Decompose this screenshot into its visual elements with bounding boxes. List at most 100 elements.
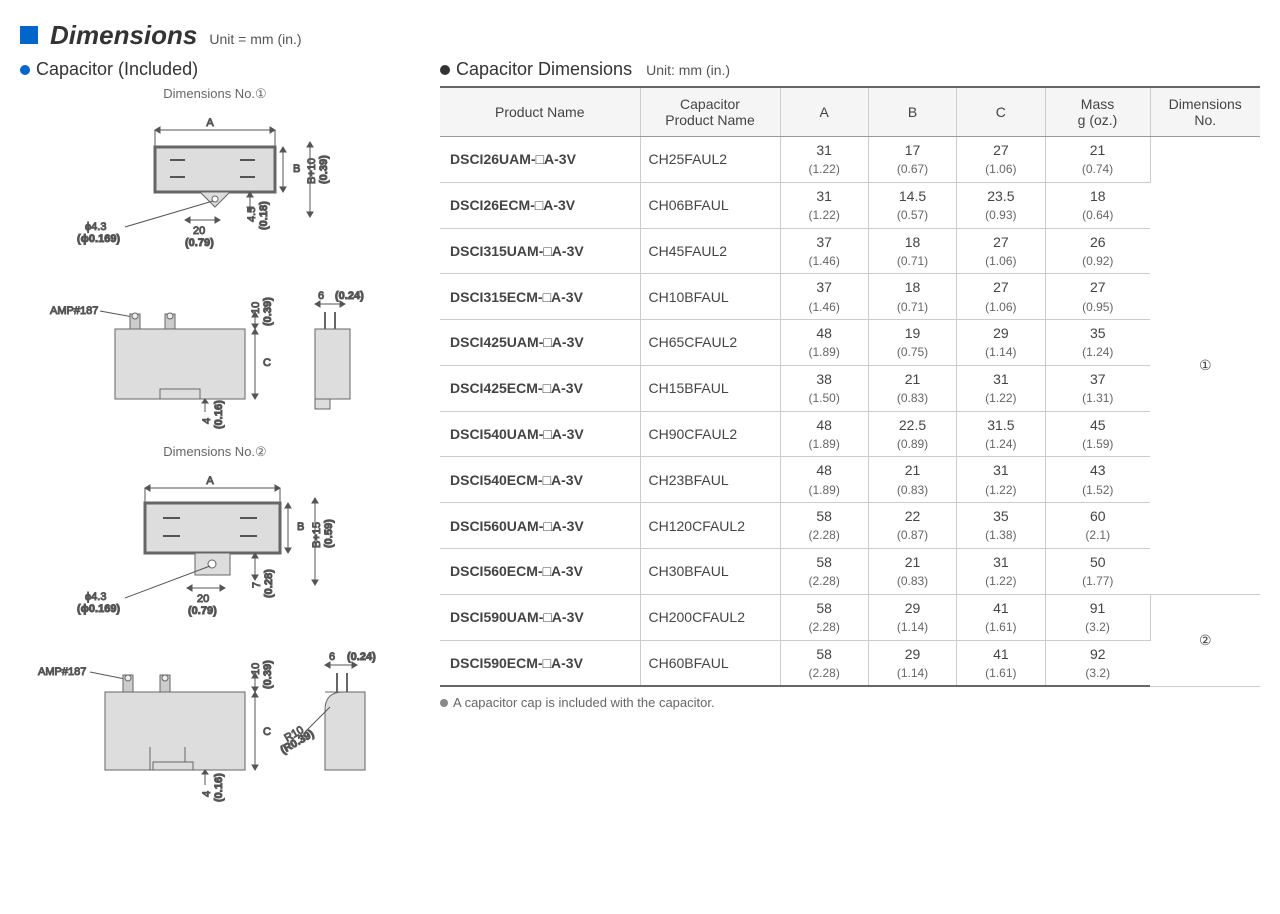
table-cell: 14.5(0.57) [868,182,956,228]
content-row: Capacitor (Included) Dimensions No.① A B [20,59,1260,813]
capacitor-title: Capacitor (Included) [36,59,198,80]
svg-text:B: B [297,521,304,533]
svg-text:7: 7 [251,582,263,588]
table-cell: CH30BFAUL [640,549,780,595]
dim-number-cell: ① [1150,137,1260,595]
table-col-header: A [780,87,868,137]
table-cell: DSCI560UAM-□A-3V [440,503,640,549]
table-cell: 45(1.59) [1045,411,1150,457]
table-cell: 31(1.22) [957,457,1045,503]
svg-text:(0.24): (0.24) [335,290,364,302]
svg-text:(0.16): (0.16) [213,773,225,802]
table-col-header: DimensionsNo. [1150,87,1260,137]
table-cell: CH25FAUL2 [640,137,780,183]
table-row: DSCI315ECM-□A-3VCH10BFAUL37(1.46)18(0.71… [440,274,1260,320]
table-cell: 35(1.38) [957,503,1045,549]
table-row: DSCI425UAM-□A-3VCH65CFAUL248(1.89)19(0.7… [440,320,1260,366]
svg-text:C: C [263,726,271,738]
table-row: DSCI26UAM-□A-3VCH25FAUL231(1.22)17(0.67)… [440,137,1260,183]
svg-text:4: 4 [201,418,213,424]
table-cell: 48(1.89) [780,320,868,366]
table-row: DSCI540UAM-□A-3VCH90CFAUL248(1.89)22.5(0… [440,411,1260,457]
table-cell: CH200CFAUL2 [640,594,780,640]
table-cell: 58(2.28) [780,503,868,549]
table-row: DSCI540ECM-□A-3VCH23BFAUL48(1.89)21(0.83… [440,457,1260,503]
table-cell: 18(0.71) [868,228,956,274]
table-cell: 41(1.61) [957,640,1045,686]
capacitor-subhead: Capacitor (Included) [20,59,410,80]
diagram-2-side: AMP#187 10 (0.39) C 4 (0.16) [20,641,410,813]
svg-text:(0.79): (0.79) [185,237,214,249]
svg-text:4.5: 4.5 [246,207,258,222]
table-cell: DSCI590UAM-□A-3V [440,594,640,640]
table-cell: DSCI590ECM-□A-3V [440,640,640,686]
table-cell: 21(0.83) [868,365,956,411]
svg-text:B: B [293,163,300,175]
table-cell: 31(1.22) [780,182,868,228]
table-col-header: CapacitorProduct Name [640,87,780,137]
table-cell: DSCI425UAM-□A-3V [440,320,640,366]
table-row: DSCI560ECM-□A-3VCH30BFAUL58(2.28)21(0.83… [440,549,1260,595]
svg-text:(0.18): (0.18) [258,201,270,230]
table-cell: 21(0.83) [868,549,956,595]
svg-text:(0.39): (0.39) [262,297,274,326]
svg-text:AMP#187: AMP#187 [38,666,86,678]
page-title: Dimensions [50,20,197,51]
svg-text:A: A [206,117,214,129]
svg-text:(0.28): (0.28) [263,569,275,598]
table-cell: DSCI540UAM-□A-3V [440,411,640,457]
svg-text:(0.79): (0.79) [188,605,217,617]
svg-text:10: 10 [250,302,262,314]
table-cell: 58(2.28) [780,594,868,640]
table-cell: DSCI425ECM-□A-3V [440,365,640,411]
table-cell: CH23BFAUL [640,457,780,503]
svg-text:B+10: B+10 [306,158,318,184]
table-cell: CH120CFAUL2 [640,503,780,549]
table-cell: 37(1.46) [780,274,868,320]
table-cell: DSCI26UAM-□A-3V [440,137,640,183]
svg-text:6: 6 [329,651,335,663]
dim1-label: Dimensions No.① [20,86,410,102]
table-cell: CH15BFAUL [640,365,780,411]
table-cell: 27(1.06) [957,228,1045,274]
table-cell: 23.5(0.93) [957,182,1045,228]
svg-text:10: 10 [250,663,262,675]
cap-dim-unit: Unit: mm (in.) [646,62,730,78]
table-cell: 58(2.28) [780,640,868,686]
table-cell: 18(0.64) [1045,182,1150,228]
header-unit: Unit = mm (in.) [209,31,301,47]
table-row: DSCI26ECM-□A-3VCH06BFAUL31(1.22)14.5(0.5… [440,182,1260,228]
table-cell: 60(2.1) [1045,503,1150,549]
bullet-icon [440,65,450,75]
table-cell: 43(1.52) [1045,457,1150,503]
table-cell: 18(0.71) [868,274,956,320]
svg-text:B+15: B+15 [311,522,323,548]
svg-text:A: A [206,475,214,487]
svg-text:C: C [263,357,271,369]
table-body: DSCI26UAM-□A-3VCH25FAUL231(1.22)17(0.67)… [440,137,1260,687]
svg-text:20: 20 [197,593,209,605]
table-cell: 48(1.89) [780,457,868,503]
table-cell: 27(1.06) [957,137,1045,183]
table-cell: CH45FAUL2 [640,228,780,274]
table-cell: 27(1.06) [957,274,1045,320]
dim-number-cell: ② [1150,594,1260,686]
capacitor-table: Product NameCapacitorProduct NameABCMass… [440,86,1260,687]
table-cell: 58(2.28) [780,549,868,595]
table-cell: 41(1.61) [957,594,1045,640]
table-cell: DSCI315ECM-□A-3V [440,274,640,320]
table-cell: 29(1.14) [957,320,1045,366]
table-cell: 31(1.22) [957,365,1045,411]
table-cell: 26(0.92) [1045,228,1150,274]
table-cell: 35(1.24) [1045,320,1150,366]
table-cell: 31(1.22) [957,549,1045,595]
table-cell: CH60BFAUL [640,640,780,686]
table-row: DSCI590ECM-□A-3VCH60BFAUL58(2.28)29(1.14… [440,640,1260,686]
table-cell: 17(0.67) [868,137,956,183]
table-cell: 22(0.87) [868,503,956,549]
cap-dim-title: Capacitor Dimensions [456,59,632,80]
table-cell: CH90CFAUL2 [640,411,780,457]
table-cell: DSCI315UAM-□A-3V [440,228,640,274]
table-cell: 50(1.77) [1045,549,1150,595]
table-cell: 92(3.2) [1045,640,1150,686]
